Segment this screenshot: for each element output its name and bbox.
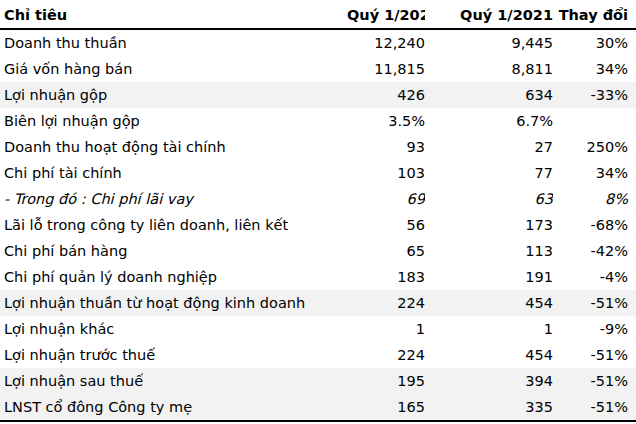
table-row: Doanh thu thuần12,2409,44530% [0, 29, 636, 56]
table-row: Doanh thu hoạt động tài chính9327250% [0, 134, 636, 160]
row-label-cell: - Trong đó : Chi phí lãi vay [0, 186, 347, 212]
value-q1-2022-cell: 183 [347, 264, 425, 290]
column-header-q1-2021: Quý 1/2021 [425, 1, 553, 29]
value-change-cell: -68% [553, 212, 636, 238]
value-q1-2021-cell: 454 [425, 290, 553, 316]
value-q1-2021-cell: 634 [425, 82, 553, 108]
table-row: Chi phí tài chính1037734% [0, 160, 636, 186]
table-row: Chi phí quản lý doanh nghiệp183191-4% [0, 264, 636, 290]
table-row: Giá vốn hàng bán11,8158,81134% [0, 56, 636, 82]
value-change-cell: -9% [553, 316, 636, 342]
value-change-cell: -33% [553, 82, 636, 108]
table-body: Doanh thu thuần12,2409,44530%Giá vốn hàn… [0, 29, 636, 421]
column-header-change: Thay đổi [553, 1, 636, 29]
value-q1-2021-cell: 173 [425, 212, 553, 238]
column-header-q1-2022: Quý 1/2022 [347, 1, 425, 29]
row-label-cell: Chi phí tài chính [0, 160, 347, 186]
table-row: Chi phí bán hàng65113-42% [0, 238, 636, 264]
value-q1-2021-cell: 63 [425, 186, 553, 212]
value-q1-2022-cell: 11,815 [347, 56, 425, 82]
table-row: LNST cổ đông Công ty mẹ165335-51% [0, 394, 636, 421]
value-q1-2021-cell: 6.7% [425, 108, 553, 134]
value-change-cell: 30% [553, 29, 636, 56]
value-change-cell: 250% [553, 134, 636, 160]
row-label-cell: Lợi nhuận thuần từ hoạt động kinh doanh [0, 290, 347, 316]
value-q1-2021-cell: 394 [425, 368, 553, 394]
value-q1-2021-cell: 8,811 [425, 56, 553, 82]
value-change-cell: -4% [553, 264, 636, 290]
value-change-cell: 34% [553, 160, 636, 186]
row-label-cell: Doanh thu thuần [0, 29, 347, 56]
table-row: Lợi nhuận thuần từ hoạt động kinh doanh2… [0, 290, 636, 316]
table-row: Lợi nhuận sau thuế195394-51% [0, 368, 636, 394]
row-label-cell: Lợi nhuận sau thuế [0, 368, 347, 394]
value-q1-2021-cell: 191 [425, 264, 553, 290]
value-q1-2022-cell: 426 [347, 82, 425, 108]
financial-results-table: Chỉ tiêu Quý 1/2022 Quý 1/2021 Thay đổi … [0, 1, 636, 422]
row-label-cell: Lợi nhuận gộp [0, 82, 347, 108]
header-row: Chỉ tiêu Quý 1/2022 Quý 1/2021 Thay đổi [0, 1, 636, 29]
value-q1-2021-cell: 454 [425, 342, 553, 368]
row-label-cell: Lợi nhuận khác [0, 316, 347, 342]
table-row: - Trong đó : Chi phí lãi vay69638% [0, 186, 636, 212]
table-row: Biên lợi nhuận gộp3.5%6.7% [0, 108, 636, 134]
value-change-cell: -42% [553, 238, 636, 264]
value-q1-2022-cell: 3.5% [347, 108, 425, 134]
value-change-cell [553, 108, 636, 134]
table-row: Lợi nhuận gộp426634-33% [0, 82, 636, 108]
table-row: Lợi nhuận trước thuế224454-51% [0, 342, 636, 368]
value-q1-2022-cell: 224 [347, 342, 425, 368]
value-q1-2021-cell: 1 [425, 316, 553, 342]
value-q1-2022-cell: 224 [347, 290, 425, 316]
value-q1-2022-cell: 165 [347, 394, 425, 421]
value-q1-2021-cell: 77 [425, 160, 553, 186]
row-label-cell: Biên lợi nhuận gộp [0, 108, 347, 134]
value-change-cell: -51% [553, 368, 636, 394]
column-header-criteria: Chỉ tiêu [0, 1, 347, 29]
value-q1-2021-cell: 335 [425, 394, 553, 421]
value-q1-2021-cell: 9,445 [425, 29, 553, 56]
row-label-cell: Lợi nhuận trước thuế [0, 342, 347, 368]
value-q1-2021-cell: 113 [425, 238, 553, 264]
value-q1-2022-cell: 65 [347, 238, 425, 264]
value-q1-2022-cell: 56 [347, 212, 425, 238]
value-q1-2022-cell: 195 [347, 368, 425, 394]
value-change-cell: -51% [553, 290, 636, 316]
value-q1-2022-cell: 93 [347, 134, 425, 160]
value-q1-2022-cell: 1 [347, 316, 425, 342]
row-label-cell: Chi phí quản lý doanh nghiệp [0, 264, 347, 290]
value-q1-2021-cell: 27 [425, 134, 553, 160]
table-row: Lãi lỗ trong công ty liên doanh, liên kế… [0, 212, 636, 238]
value-change-cell: -51% [553, 342, 636, 368]
value-change-cell: -51% [553, 394, 636, 421]
row-label-cell: Chi phí bán hàng [0, 238, 347, 264]
row-label-cell: Giá vốn hàng bán [0, 56, 347, 82]
table-row: Lợi nhuận khác11-9% [0, 316, 636, 342]
row-label-cell: Doanh thu hoạt động tài chính [0, 134, 347, 160]
value-change-cell: 34% [553, 56, 636, 82]
value-q1-2022-cell: 103 [347, 160, 425, 186]
value-change-cell: 8% [553, 186, 636, 212]
value-q1-2022-cell: 12,240 [347, 29, 425, 56]
value-q1-2022-cell: 69 [347, 186, 425, 212]
row-label-cell: LNST cổ đông Công ty mẹ [0, 394, 347, 421]
row-label-cell: Lãi lỗ trong công ty liên doanh, liên kế… [0, 212, 347, 238]
